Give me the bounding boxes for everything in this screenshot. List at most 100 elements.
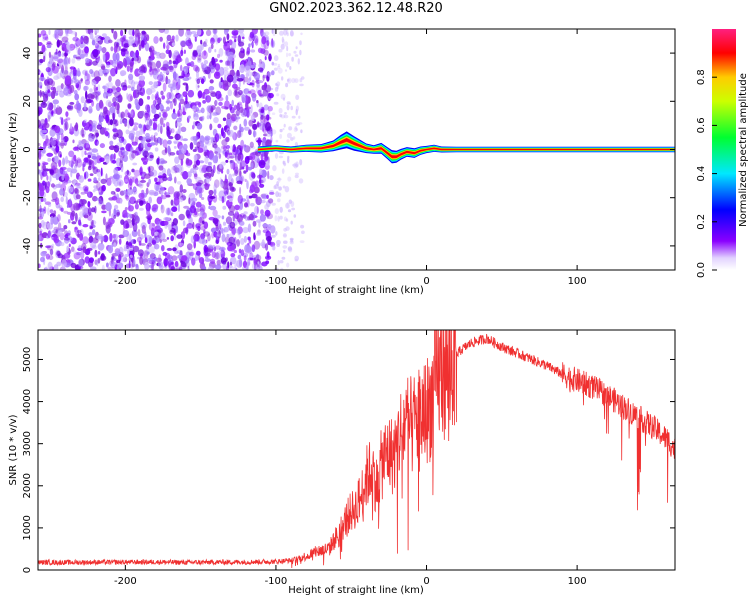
- noise-speck: [259, 168, 263, 176]
- noise-speck: [94, 76, 102, 82]
- noise-speck: [43, 55, 46, 63]
- noise-speck: [55, 145, 60, 153]
- noise-speck: [179, 40, 187, 47]
- noise-speck: [68, 198, 72, 207]
- noise-speck: [166, 237, 170, 240]
- noise-speck: [41, 44, 46, 53]
- noise-speck: [143, 249, 149, 257]
- noise-speck: [247, 79, 251, 85]
- noise-speck: [89, 88, 93, 93]
- noise-speck: [124, 79, 127, 85]
- noise-speck: [128, 233, 132, 243]
- noise-speck: [218, 246, 226, 252]
- noise-speck: [138, 79, 145, 88]
- noise-speck: [242, 36, 245, 40]
- noise-speck: [110, 190, 116, 195]
- noise-speck: [113, 65, 118, 72]
- noise-speck: [128, 73, 134, 81]
- noise-speck: [206, 115, 210, 120]
- noise-speck: [132, 90, 137, 99]
- noise-speck: [135, 263, 139, 268]
- noise-speck: [119, 267, 122, 270]
- noise-speck: [232, 145, 235, 152]
- noise-speck: [52, 229, 59, 234]
- noise-speck: [131, 176, 139, 183]
- noise-speck: [97, 90, 102, 95]
- noise-speck-sparse: [289, 66, 292, 70]
- noise-speck-sparse: [284, 41, 289, 47]
- noise-speck: [247, 155, 250, 162]
- noise-speck-sparse: [298, 115, 301, 119]
- noise-speck: [162, 139, 168, 149]
- noise-speck: [129, 95, 133, 102]
- noise-speck: [101, 33, 107, 38]
- noise-speck: [221, 233, 226, 243]
- noise-speck: [186, 243, 193, 251]
- noise-speck: [82, 120, 87, 128]
- noise-speck: [152, 203, 159, 210]
- noise-speck: [163, 258, 169, 267]
- noise-speck: [217, 233, 221, 237]
- noise-speck: [110, 46, 114, 52]
- noise-speck: [171, 112, 178, 120]
- noise-speck: [239, 186, 242, 195]
- noise-speck: [54, 197, 60, 206]
- noise-speck: [238, 106, 244, 113]
- noise-speck: [53, 109, 58, 115]
- noise-speck-sparse: [283, 29, 288, 36]
- noise-speck: [38, 150, 42, 160]
- colorbar-tick-label: 0.6: [696, 117, 707, 133]
- noise-speck: [206, 165, 213, 173]
- noise-speck: [142, 125, 146, 135]
- noise-speck: [194, 231, 200, 237]
- noise-speck: [209, 79, 214, 84]
- noise-speck: [247, 56, 251, 62]
- noise-speck: [228, 233, 235, 239]
- noise-speck: [243, 255, 247, 262]
- noise-speck: [82, 185, 89, 191]
- noise-speck: [84, 79, 91, 86]
- noise-speck: [131, 168, 135, 173]
- noise-speck: [140, 243, 146, 246]
- noise-speck: [266, 251, 270, 259]
- noise-speck: [241, 166, 245, 170]
- noise-speck-sparse: [291, 207, 295, 211]
- noise-speck-sparse: [287, 209, 292, 213]
- noise-speck: [254, 205, 260, 215]
- noise-speck: [238, 175, 245, 183]
- noise-speck: [171, 42, 176, 47]
- noise-speck: [244, 65, 251, 73]
- snr-x-ticks: -200 -100 0 100: [114, 330, 587, 587]
- noise-speck: [112, 96, 117, 104]
- noise-speck-sparse: [270, 234, 276, 238]
- noise-speck-sparse: [285, 202, 290, 209]
- noise-speck: [62, 157, 66, 166]
- noise-speck: [40, 256, 45, 263]
- noise-speck: [142, 254, 145, 263]
- noise-speck: [56, 85, 63, 93]
- noise-speck: [174, 260, 179, 268]
- noise-speck: [63, 138, 68, 146]
- noise-speck: [68, 150, 75, 158]
- noise-speck: [251, 193, 258, 199]
- noise-speck: [119, 181, 122, 186]
- noise-speck: [261, 261, 268, 267]
- noise-speck: [98, 186, 104, 195]
- y-tick-label: 1000: [22, 515, 33, 540]
- noise-speck: [180, 64, 183, 72]
- noise-speck: [104, 39, 107, 44]
- noise-speck: [117, 172, 120, 181]
- noise-speck: [50, 138, 56, 147]
- noise-speck: [83, 35, 89, 45]
- noise-speck: [97, 84, 101, 92]
- noise-speck: [185, 226, 189, 235]
- noise-speck: [111, 160, 117, 164]
- noise-speck: [195, 223, 201, 229]
- noise-speck: [226, 60, 231, 66]
- noise-speck: [198, 188, 204, 194]
- noise-speck: [193, 64, 199, 72]
- noise-speck: [159, 104, 165, 112]
- noise-speck: [166, 44, 170, 50]
- noise-speck: [39, 123, 46, 129]
- noise-speck: [208, 86, 215, 91]
